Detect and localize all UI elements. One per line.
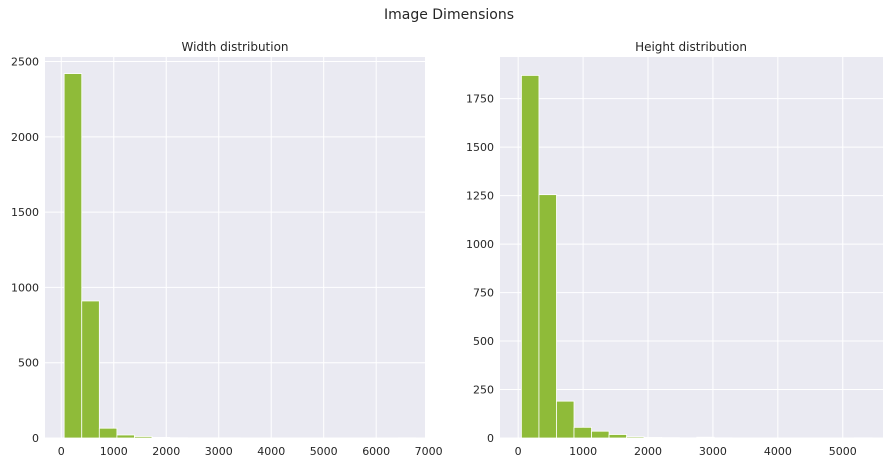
height-x-tick-label: 2000 (634, 445, 662, 458)
width-histogram-bar (116, 434, 135, 439)
width-histogram-bar (134, 436, 153, 439)
height-y-tick-label: 1000 (466, 238, 494, 251)
width-histogram: Width distribution 0 1000 2000 3000 4000 5000… (11, 40, 443, 458)
height-y-tick-label: 1750 (466, 93, 494, 106)
height-histogram-bar (626, 436, 645, 439)
height-x-tick-label: 4000 (764, 445, 792, 458)
width-y-tick-label: 1000 (11, 281, 39, 294)
width-x-tick-label: 2000 (152, 445, 180, 458)
height-histogram-bar (556, 400, 575, 439)
height-histogram-bar (678, 437, 698, 439)
height-x-tick-label: 0 (515, 445, 522, 458)
height-histogram-bar (696, 436, 715, 439)
width-y-tick-label: 500 (18, 357, 39, 370)
height-histogram-bar (538, 194, 557, 439)
height-chart-title: Height distribution (635, 40, 747, 54)
height-y-tick-label: 1250 (466, 190, 494, 203)
height-histogram-bar (643, 437, 663, 439)
height-histogram-bar (713, 437, 733, 439)
width-plot-area (45, 57, 425, 438)
height-histogram-bar (661, 437, 680, 439)
height-y-tick-label: 1500 (466, 141, 494, 154)
height-histogram-bar (854, 437, 873, 439)
width-histogram-bar (81, 300, 100, 439)
width-x-tick-label: 5000 (310, 445, 338, 458)
width-histogram-bar (186, 437, 206, 439)
width-histogram-bar (151, 436, 171, 439)
width-x-tick-label: 3000 (205, 445, 233, 458)
width-x-tick-label: 1000 (100, 445, 128, 458)
width-histogram-bar (98, 427, 118, 439)
width-x-tick-label: 4000 (257, 445, 285, 458)
height-histogram-bar (591, 430, 610, 439)
height-y-tick-label: 250 (473, 384, 494, 397)
height-histogram-bar (521, 75, 540, 439)
width-y-tick-label: 0 (32, 432, 39, 445)
height-x-tick-label: 3000 (699, 445, 727, 458)
height-x-tick-label: 5000 (829, 445, 857, 458)
width-chart-title: Width distribution (181, 40, 288, 54)
height-plot-area (500, 57, 883, 438)
width-x-tick-label: 6000 (362, 445, 390, 458)
height-y-tick-label: 500 (473, 335, 494, 348)
width-y-tick-label: 1500 (11, 206, 39, 219)
width-histogram-bar (204, 437, 223, 439)
width-histogram-bar (222, 437, 241, 439)
width-y-tick-label: 2000 (11, 131, 39, 144)
width-x-tick-label: 7000 (415, 445, 443, 458)
height-histogram-bar (608, 434, 627, 439)
width-histogram-bar (169, 437, 188, 439)
figure-title: Image Dimensions (384, 7, 514, 23)
height-histogram-bar (573, 426, 592, 439)
width-histogram-bar (397, 437, 417, 439)
width-histogram-bar (63, 73, 83, 439)
height-histogram: Height distribution 0 1000 2000 3000 4000 500… (466, 40, 883, 458)
height-y-tick-label: 0 (487, 432, 494, 445)
width-y-tick-label: 2500 (11, 56, 39, 69)
height-y-tick-label: 750 (473, 287, 494, 300)
width-x-tick-label: 0 (58, 445, 65, 458)
height-x-tick-label: 1000 (569, 445, 597, 458)
